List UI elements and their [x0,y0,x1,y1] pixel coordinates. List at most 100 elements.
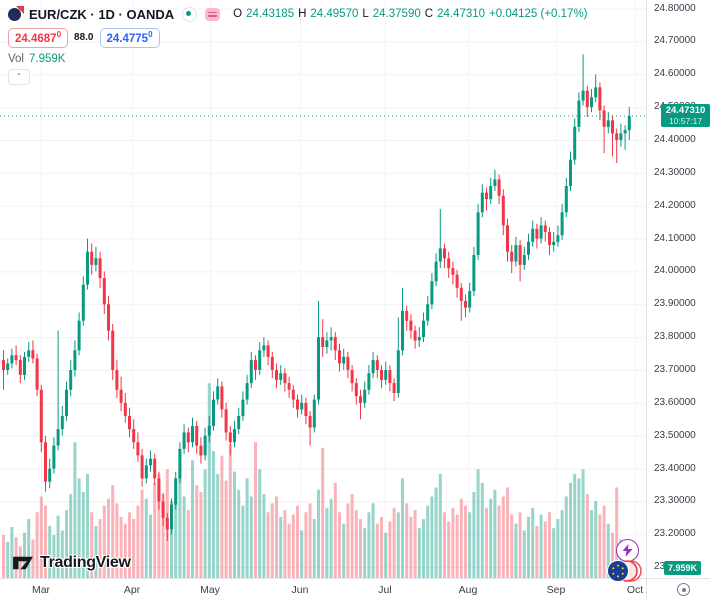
candle-body [10,355,14,364]
time-axis[interactable]: Mar Apr May Jun Jul Aug Sep Oct [0,578,646,600]
volume-bar [380,516,383,578]
candle-body [384,370,388,380]
volume-bar [401,478,404,578]
candle-body [560,212,564,236]
volume-bar [207,383,211,578]
price-chart-canvas[interactable] [0,0,646,578]
candle-body [119,389,123,403]
currency-pair-flags-button[interactable] [606,559,642,583]
buy-price-button[interactable]: 24.47750 [99,28,160,48]
candle-body [434,261,438,282]
volume-bar [182,496,186,578]
volume-bar [237,489,241,578]
candle-body [199,445,203,456]
candle-body [585,90,589,108]
volume-bar [321,447,325,578]
candle-body [224,409,228,433]
volume-bar [115,503,119,578]
candle-body [489,186,493,200]
candle-body [39,389,43,443]
volume-bar [447,521,451,578]
volume-bar [149,514,152,578]
candle-body [98,258,102,278]
volume-bar [249,496,253,578]
symbol-title[interactable]: EUR/CZK · 1D · OANDA [29,6,175,22]
volume-bar [342,523,346,578]
candle-body [464,301,467,308]
candle-body [430,281,434,305]
candle-body [594,87,598,98]
scale-settings-icon[interactable] [677,583,690,596]
volume-bar [472,492,476,578]
candle-body [140,455,144,479]
candle-body [388,370,392,384]
volume-bar [241,505,245,578]
time-axis-label-sep: Sep [546,584,566,596]
volume-legend-row: Vol 7.959K [8,53,588,65]
candle-body [329,337,333,341]
volume-bar [552,528,556,578]
candle-body [510,251,514,262]
volume-bar [438,473,442,578]
candle-body [153,458,157,479]
sell-price-button[interactable]: 24.46870 [8,28,69,48]
spread-equals-icon[interactable] [205,7,221,21]
volume-bar [514,523,518,578]
candle-body [182,432,186,449]
volume-bar [39,496,43,578]
candle-body [342,356,346,364]
time-axis-label-mar: Mar [31,584,51,596]
volume-bar [417,528,421,578]
symbol-logo-icon [8,6,24,22]
time-axis-label-may: May [200,584,220,596]
candle-body [569,159,572,186]
candle-body [86,251,89,285]
collapse-legend-button[interactable]: ⌃ [8,68,30,85]
volume-bar [338,512,341,578]
volume-bar [329,498,333,578]
volume-bar [493,489,497,578]
volume-bar [52,535,56,578]
candle-body [396,350,400,393]
candle-body [325,340,329,347]
volume-bar [333,482,337,578]
volume-bar [140,489,144,578]
volume-bar [304,512,308,578]
volume-bar [396,512,400,578]
tradingview-logo-link[interactable]: TradingView [12,554,131,572]
volume-bar [564,496,568,578]
candle-body [615,133,619,140]
candle-body [77,320,81,351]
candle-body [174,478,178,505]
candle-body [459,287,463,301]
volume-bar [384,532,388,578]
volume-bar [6,541,10,578]
time-axis-label-apr: Apr [123,584,141,596]
volume-bar [224,480,228,578]
candle-body [94,258,98,265]
candle-body [262,345,266,351]
price-axis[interactable]: 24.47310 10:57:17 7.959K 24.80000 24.7000… [646,0,710,578]
volume-bar [98,519,102,578]
candle-body [241,399,245,416]
candle-body [254,360,257,370]
candle-body [275,370,278,380]
volume-bar [291,514,295,578]
tradingview-mark-icon [13,556,33,570]
candle-body [501,195,505,226]
candle-body [598,87,602,111]
candle-body [556,235,560,242]
candle-body [296,399,299,410]
candle-body [417,337,421,341]
axis-corner [646,578,710,600]
volume-bar [464,505,467,578]
volume-bar [216,473,220,578]
volume-bar [161,494,165,578]
volume-bar [191,460,194,578]
market-status-dot-icon[interactable] [182,6,198,22]
volume-bar [602,505,606,578]
volume-bar [266,512,270,578]
volume-bar [371,503,375,578]
volume-bar [132,519,136,578]
